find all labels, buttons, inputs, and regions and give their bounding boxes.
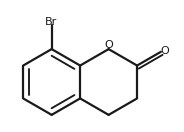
Text: O: O [104,40,113,50]
Text: O: O [161,46,169,56]
Text: Br: Br [45,17,57,27]
